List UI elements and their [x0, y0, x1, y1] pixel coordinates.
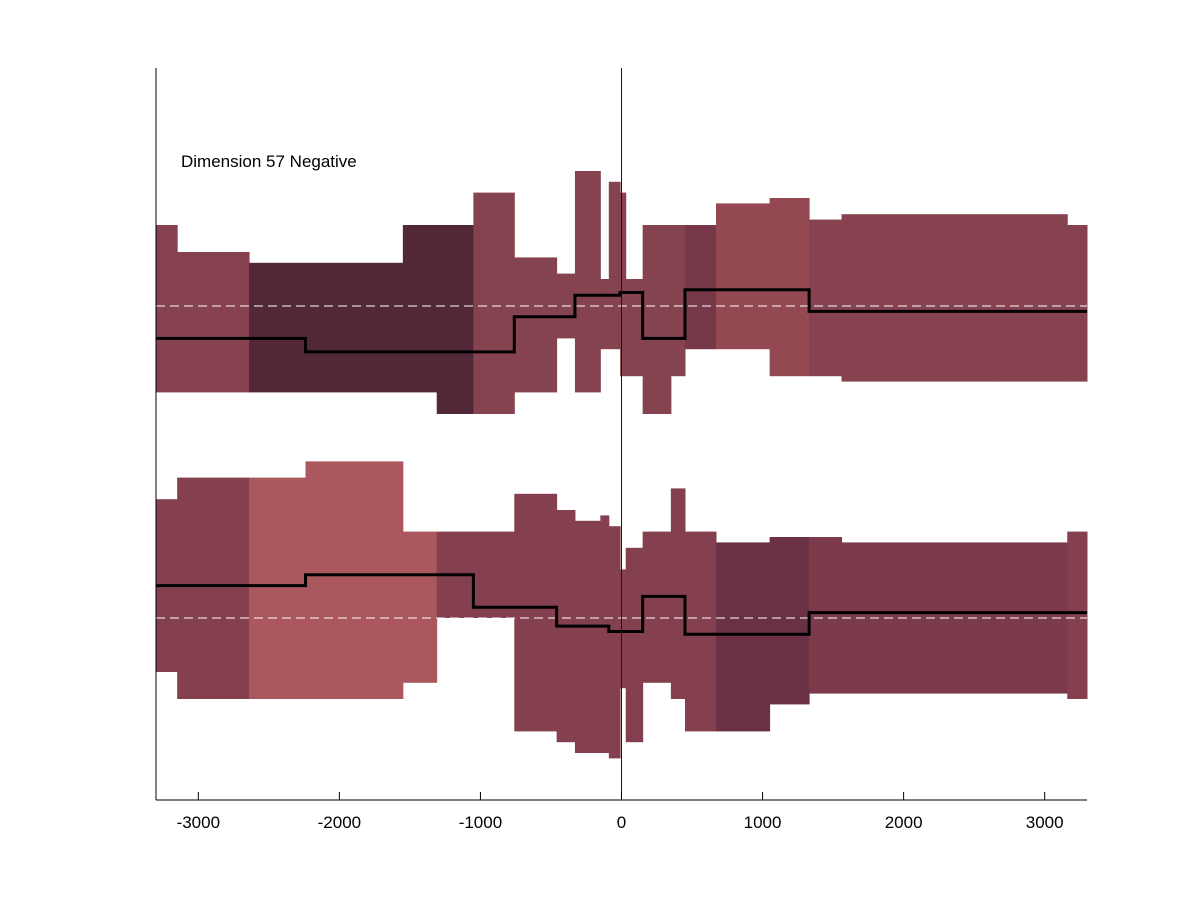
band-top-0 — [156, 225, 178, 393]
panel-top — [156, 171, 1088, 414]
chart-annotation: Dimension 57 Negative — [181, 152, 357, 171]
band-bottom-15 — [670, 488, 686, 699]
band-top-2 — [249, 262, 307, 393]
x-tick-label: -1000 — [459, 813, 502, 832]
band-bottom-12 — [620, 569, 627, 689]
band-top-19 — [809, 219, 843, 377]
band-bottom-16 — [684, 531, 717, 732]
x-tick-label: -2000 — [318, 813, 361, 832]
plot-area — [156, 68, 1088, 800]
band-top-18 — [769, 198, 810, 377]
x-tick-label: 2000 — [885, 813, 923, 832]
axes: -3000 -2000 -1000 0 1000 2000 3000 — [155, 68, 1087, 832]
panel-bottom — [156, 461, 1088, 759]
band-top-9 — [574, 171, 601, 393]
band-bottom-18 — [769, 537, 810, 705]
band-top-15 — [670, 225, 686, 377]
band-bottom-1 — [177, 477, 250, 699]
band-top-16 — [684, 225, 717, 350]
band-bottom-9 — [574, 520, 601, 753]
band-top-1 — [177, 252, 250, 393]
band-bottom-14 — [642, 531, 672, 683]
band-bottom-19 — [809, 537, 843, 694]
band-bottom-10 — [600, 515, 610, 753]
band-bottom-17 — [716, 542, 771, 732]
band-bottom-4 — [402, 531, 438, 683]
band-top-14 — [642, 225, 672, 414]
band-top-4 — [402, 225, 438, 393]
band-bottom-7 — [514, 493, 558, 732]
band-top-17 — [716, 203, 771, 350]
band-top-12 — [620, 192, 627, 377]
band-top-13 — [625, 279, 644, 377]
band-bottom-13 — [625, 547, 644, 743]
band-bottom-2 — [249, 477, 307, 699]
band-bottom-11 — [608, 526, 621, 759]
band-top-7 — [514, 257, 558, 393]
mean-line-top — [156, 288, 1087, 354]
band-top-20 — [841, 214, 996, 382]
band-top-21 — [995, 214, 1068, 382]
x-tick-label: 1000 — [744, 813, 782, 832]
band-bottom-22 — [1067, 531, 1088, 699]
mean-line-bottom — [156, 573, 1087, 636]
band-top-10 — [600, 279, 610, 350]
band-top-5 — [436, 225, 474, 414]
band-top-3 — [305, 262, 404, 393]
band-top-11 — [608, 181, 621, 350]
x-tick-label: -3000 — [177, 813, 220, 832]
x-tick-label: 3000 — [1026, 813, 1064, 832]
x-tick-label: 0 — [617, 813, 626, 832]
band-top-6 — [473, 192, 515, 414]
band-bottom-3 — [305, 461, 404, 699]
band-bottom-6 — [473, 531, 515, 618]
band-top-22 — [1067, 225, 1088, 382]
